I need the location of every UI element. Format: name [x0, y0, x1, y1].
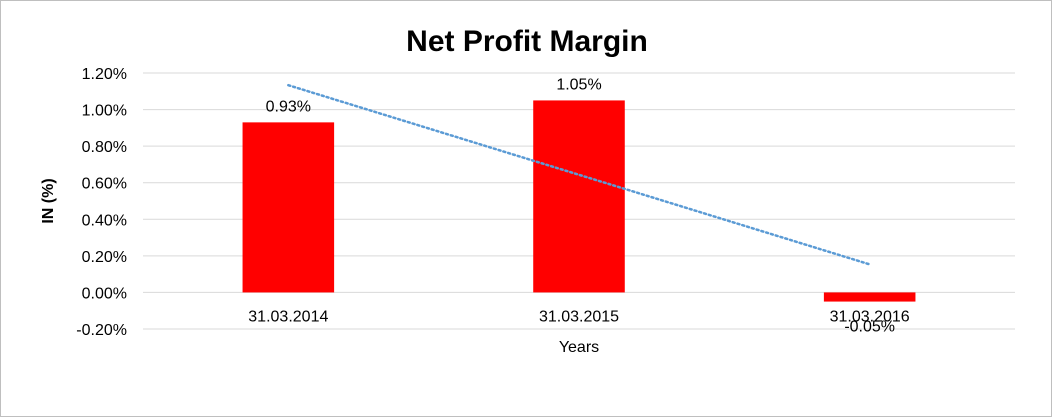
y-tick-label: 0.00% [82, 285, 127, 302]
x-axis-label: Years [559, 339, 599, 356]
y-tick-label: 1.20% [82, 66, 127, 83]
data-label: -0.05% [844, 319, 895, 336]
y-tick-label: 1.00% [82, 103, 127, 120]
y-tick-label: 0.60% [82, 176, 127, 193]
y-axis-ticks: -0.20% 0.00% 0.20% 0.40% 0.60% 0.80% 1.00% 1.20… [76, 66, 127, 339]
data-label: 1.05% [556, 76, 601, 93]
bars [242, 100, 916, 302]
x-axis-categories: 31.03.2014 31.03.2015 31.03.2016 [248, 308, 910, 325]
trendline-group [287, 83, 871, 266]
bar [823, 292, 916, 302]
y-tick-label: 0.80% [82, 139, 127, 156]
x-category-label: 31.03.2014 [248, 308, 328, 325]
x-category-label: 31.03.2016 [830, 308, 910, 325]
data-label: 0.93% [266, 98, 311, 115]
chart-title: Net Profit Margin [406, 25, 648, 58]
y-tick-label: 0.40% [82, 212, 127, 229]
y-tick-label: -0.20% [76, 322, 127, 339]
data-labels: 0.93% 1.05% -0.05% [266, 76, 895, 335]
bar [242, 122, 335, 293]
bar [533, 100, 625, 293]
x-category-label: 31.03.2015 [539, 308, 619, 325]
y-axis-label: IN (%) [40, 178, 57, 223]
trendline [287, 83, 871, 266]
y-tick-label: 0.20% [82, 249, 127, 266]
